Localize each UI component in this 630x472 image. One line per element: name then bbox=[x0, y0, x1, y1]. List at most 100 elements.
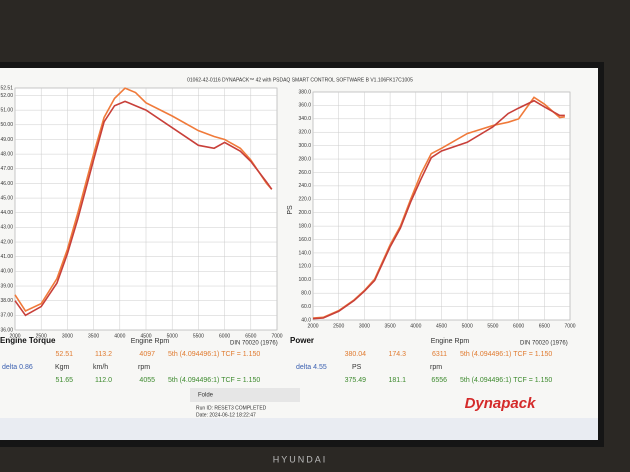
chart-title: Power bbox=[290, 336, 314, 345]
value: 4097 bbox=[139, 351, 155, 358]
x-label: Engine Rpm bbox=[431, 338, 470, 345]
folder-box bbox=[190, 388, 300, 402]
readout-left: 52.51 113.2 4097 5th (4.094496:1) TCF = … bbox=[2, 351, 260, 384]
y-tick-label: 100.0 bbox=[298, 277, 311, 283]
y-tick-label: 380.0 bbox=[298, 89, 311, 95]
unit: km/h bbox=[93, 364, 108, 371]
y-tick-label: 180.0 bbox=[298, 223, 311, 229]
y-tick-label: 39.00 bbox=[0, 283, 13, 289]
y-tick-label: 42.00 bbox=[0, 239, 13, 245]
unit: Kgm bbox=[55, 364, 70, 371]
unit: rpm bbox=[138, 364, 150, 371]
y-tick-label: 49.00 bbox=[0, 137, 13, 143]
delta: delta 0.86 bbox=[2, 364, 33, 371]
value: 6311 bbox=[432, 351, 447, 358]
y-tick-label: 140.0 bbox=[298, 250, 311, 256]
y-tick-label: 340.0 bbox=[298, 116, 311, 122]
chart-title: Engine Torque bbox=[0, 336, 56, 345]
unit: PS bbox=[352, 364, 362, 371]
x-tick-label: 3000 bbox=[62, 333, 73, 339]
series-line bbox=[312, 99, 565, 320]
header: 01062-42-0116 DYNAPACK™ 42 with PSDAQ SM… bbox=[187, 77, 413, 83]
value: 4055 bbox=[139, 377, 155, 384]
y-tick-label: 200.0 bbox=[298, 210, 311, 216]
value: 112.0 bbox=[95, 377, 112, 384]
value: 380.04 bbox=[345, 351, 367, 358]
taskbar bbox=[0, 418, 598, 440]
series-line bbox=[14, 87, 273, 312]
y-tick-label: 52.51 bbox=[0, 85, 13, 91]
x-tick-label: 3500 bbox=[88, 333, 99, 339]
delta: delta 4.55 bbox=[296, 364, 327, 371]
y-tick-label: 46.00 bbox=[0, 181, 13, 187]
y-tick-label: 220.0 bbox=[298, 197, 311, 203]
x-tick-label: 2000 bbox=[9, 333, 20, 339]
value: 181.1 bbox=[388, 377, 406, 384]
y-tick-label: 240.0 bbox=[298, 183, 311, 189]
gear: 5th (4.094496:1) TCF = 1.150 bbox=[460, 377, 552, 384]
y-tick-label: 60.0 bbox=[301, 304, 311, 310]
y-tick-label: 300.0 bbox=[298, 143, 311, 149]
gear: 5th (4.094496:1) TCF = 1.150 bbox=[168, 351, 260, 358]
y-tick-label: 45.00 bbox=[0, 195, 13, 201]
readout-right: 380.04 174.3 6311 5th (4.094496:1) TCF =… bbox=[296, 351, 552, 384]
standard: DIN 70020 (1976) bbox=[230, 341, 278, 347]
y-tick-label: 38.00 bbox=[0, 298, 13, 304]
x-tick-label: 5500 bbox=[487, 323, 498, 329]
y-tick-label: 160.0 bbox=[298, 237, 311, 243]
y-tick-label: 36.00 bbox=[0, 327, 13, 333]
x-tick-label: 3000 bbox=[359, 323, 370, 329]
logo: Dynapack bbox=[465, 395, 537, 412]
y-tick-label: 280.0 bbox=[298, 156, 311, 162]
x-tick-label: 4500 bbox=[140, 333, 151, 339]
x-tick-label: 5000 bbox=[462, 323, 473, 329]
y-tick-label: 37.00 bbox=[0, 313, 13, 319]
gear: 5th (4.094496:1) TCF = 1.150 bbox=[168, 377, 260, 384]
y-tick-label: 320.0 bbox=[298, 130, 311, 136]
y-tick-label: 47.00 bbox=[0, 166, 13, 172]
x-tick-label: 6000 bbox=[513, 323, 524, 329]
gear: 5th (4.094496:1) TCF = 1.150 bbox=[460, 351, 552, 358]
series-line bbox=[14, 100, 273, 317]
y-tick-label: 43.00 bbox=[0, 225, 13, 231]
y-tick-label: 260.0 bbox=[298, 170, 311, 176]
x-tick-label: 3500 bbox=[385, 323, 396, 329]
x-label: Engine Rpm bbox=[131, 338, 170, 345]
value: 6556 bbox=[431, 377, 447, 384]
x-tick-label: 7000 bbox=[564, 323, 575, 329]
y-tick-label: 40.00 bbox=[0, 269, 13, 275]
x-tick-label: 4000 bbox=[410, 323, 421, 329]
value: 174.3 bbox=[388, 351, 406, 358]
value: 375.49 bbox=[345, 377, 367, 384]
y-tick-label: 52.00 bbox=[0, 93, 13, 99]
x-tick-label: 4500 bbox=[436, 323, 447, 329]
y-tick-label: 360.0 bbox=[298, 103, 311, 109]
unit: rpm bbox=[430, 364, 442, 371]
y-tick-label: 44.00 bbox=[0, 210, 13, 216]
y-tick-label: 51.00 bbox=[0, 107, 13, 113]
y-tick-label: 48.00 bbox=[0, 151, 13, 157]
value: 51.65 bbox=[55, 377, 73, 384]
value: 113.2 bbox=[95, 351, 112, 358]
y-label: PS bbox=[287, 205, 294, 215]
brand: HYUNDAI bbox=[273, 454, 328, 464]
x-tick-label: 5500 bbox=[193, 333, 204, 339]
x-tick-label: 4000 bbox=[114, 333, 125, 339]
standard: DIN 70020 (1976) bbox=[520, 341, 568, 347]
x-tick-label: 5000 bbox=[167, 333, 178, 339]
run-id: Run ID: RESET3 COMPLETED bbox=[196, 405, 267, 411]
x-tick-label: 6500 bbox=[245, 333, 256, 339]
folder: Folde bbox=[198, 393, 214, 399]
x-tick-label: 6000 bbox=[219, 333, 230, 339]
x-tick-label: 7000 bbox=[271, 333, 282, 339]
date: Date: 2024-06-12 18:22:47 bbox=[196, 412, 256, 418]
x-tick-label: 2500 bbox=[36, 333, 47, 339]
y-tick-label: 80.0 bbox=[301, 291, 311, 297]
x-tick-label: 2000 bbox=[307, 323, 318, 329]
y-tick-label: 120.0 bbox=[298, 264, 311, 270]
y-tick-label: 41.00 bbox=[0, 254, 13, 260]
x-tick-label: 6500 bbox=[539, 323, 550, 329]
value: 52.51 bbox=[55, 351, 73, 358]
x-tick-label: 2500 bbox=[333, 323, 344, 329]
